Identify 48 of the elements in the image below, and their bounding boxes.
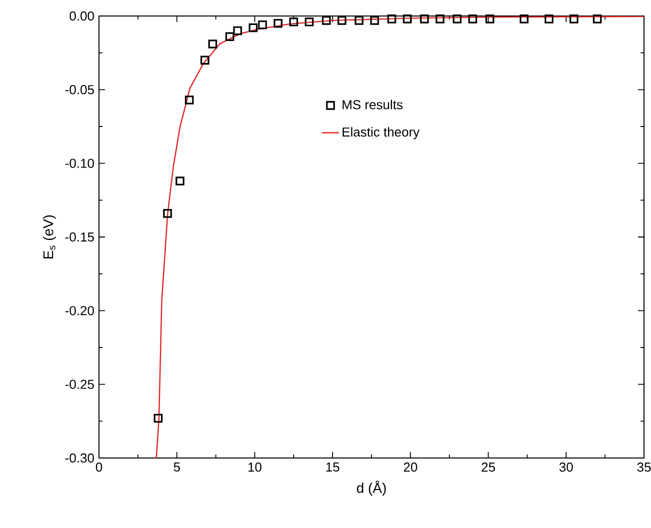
point [184, 96, 194, 104]
point [274, 18, 282, 28]
point [258, 20, 267, 30]
point [354, 16, 364, 25]
x-tick-label: 35 [637, 462, 651, 472]
point [289, 17, 298, 26]
point [225, 32, 234, 42]
y-tick-label: -0.10 [65, 158, 94, 168]
x-tick-label: 5 [174, 462, 180, 472]
point [304, 17, 314, 26]
point [154, 414, 163, 423]
point [248, 23, 258, 32]
legend-label: MS results [342, 100, 403, 110]
x-tick-label: 0 [96, 462, 102, 472]
x-tick-label: 15 [326, 462, 340, 472]
y-tick-label: -0.20 [65, 306, 94, 316]
y-axis-title: E$_{s}$ (eV) [42, 215, 56, 258]
line-series [156, 16, 644, 458]
x-axis-title: d (Å) [356, 480, 386, 496]
point [570, 14, 578, 24]
point [200, 56, 210, 65]
point [485, 14, 494, 24]
point [338, 16, 346, 25]
point [544, 14, 554, 24]
legend-label: Elastic theory [342, 127, 420, 140]
x-tick-label: 30 [559, 462, 573, 472]
y-tick-label: -0.30 [65, 453, 94, 463]
point [452, 14, 462, 24]
point [233, 26, 242, 36]
x-tick-label: 20 [404, 462, 418, 472]
point [176, 176, 184, 186]
point [322, 16, 331, 25]
point [370, 16, 380, 25]
x-tick-label: 25 [482, 462, 495, 472]
x-tick-label: 10 [248, 462, 262, 472]
point [208, 40, 218, 48]
point [420, 14, 429, 24]
point [520, 14, 529, 24]
point [387, 14, 396, 24]
point [592, 14, 602, 24]
point [468, 14, 478, 24]
y-tick-label: -0.25 [65, 380, 94, 389]
point [402, 14, 412, 24]
point [436, 14, 444, 24]
point [163, 209, 172, 218]
y-tick-label: -0.15 [65, 232, 94, 242]
y-tick-label: -0.05 [65, 85, 94, 94]
y-tick-label: 0.00 [70, 11, 94, 21]
